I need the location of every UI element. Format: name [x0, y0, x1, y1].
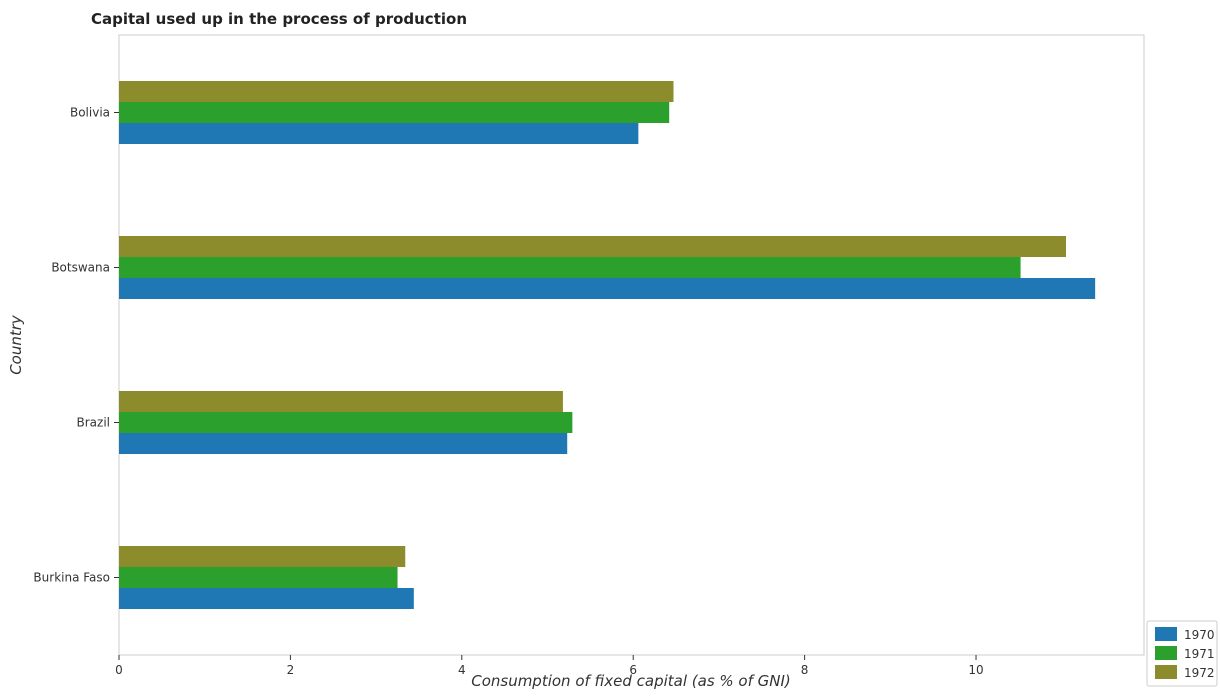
x-tick-label: 8 [801, 663, 809, 677]
y-axis-label: Country [7, 314, 25, 375]
bar-burkina-faso-1971 [119, 567, 398, 588]
bar-botswana-1971 [119, 257, 1021, 278]
x-tick-label: 6 [629, 663, 637, 677]
bar-botswana-1972 [119, 236, 1067, 257]
bar-brazil-1971 [119, 412, 573, 433]
bar-bolivia-1970 [119, 123, 639, 144]
y-tick-label: Brazil [77, 416, 111, 430]
bar-botswana-1970 [119, 278, 1096, 299]
bar-bolivia-1971 [119, 102, 670, 123]
x-tick-label: 2 [287, 663, 295, 677]
x-tick-label: 10 [968, 663, 983, 677]
legend-swatch-1972 [1155, 665, 1177, 679]
x-axis-ticks: 0 2 4 6 8 10 [115, 655, 984, 677]
legend-label-1972: 1972 [1184, 666, 1215, 680]
legend-swatch-1971 [1155, 646, 1177, 660]
legend-label-1971: 1971 [1184, 647, 1215, 661]
x-tick-label: 0 [115, 663, 123, 677]
y-tick-label: Botswana [51, 261, 110, 275]
bar-brazil-1970 [119, 433, 568, 454]
bar-burkina-faso-1972 [119, 546, 406, 567]
y-tick-label: Burkina Faso [33, 571, 110, 585]
bar-burkina-faso-1970 [119, 588, 414, 609]
bars-group [119, 81, 1096, 609]
chart-title: Capital used up in the process of produc… [91, 10, 467, 28]
legend-label-1970: 1970 [1184, 628, 1215, 642]
legend-swatch-1970 [1155, 627, 1177, 641]
legend: 1970 1971 1972 [1146, 620, 1218, 687]
x-tick-label: 4 [458, 663, 466, 677]
x-axis-label: Consumption of fixed capital (as % of GN… [471, 672, 791, 690]
bar-bolivia-1972 [119, 81, 674, 102]
y-tick-label: Bolivia [70, 106, 110, 120]
y-axis-ticks: Bolivia Botswana Brazil Burkina Faso [33, 106, 119, 585]
bar-brazil-1972 [119, 391, 563, 412]
